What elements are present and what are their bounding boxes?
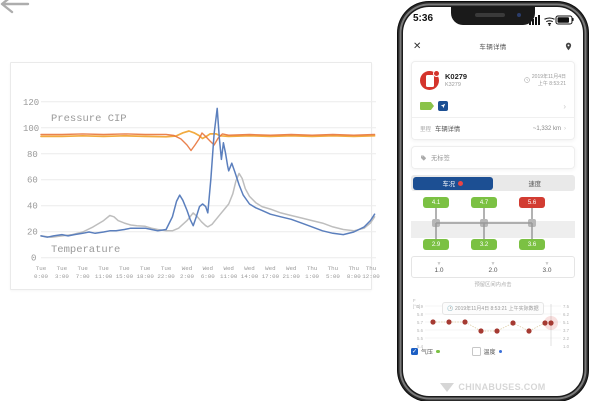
svg-text:Temperature: Temperature: [51, 244, 120, 256]
svg-text:7:00: 7:00: [76, 273, 90, 280]
svg-text:5.8: 5.8: [417, 312, 424, 317]
svg-text:2.2: 2.2: [563, 336, 570, 341]
svg-text:Thu: Thu: [328, 265, 338, 272]
svg-text:Wed: Wed: [203, 265, 213, 272]
svg-text:3:00: 3:00: [55, 273, 69, 280]
svg-text:11:00: 11:00: [220, 273, 238, 280]
svg-text:15:00: 15:00: [116, 273, 134, 280]
svg-text:12:00: 12:00: [362, 273, 380, 280]
svg-text:7.5: 7.5: [563, 304, 570, 309]
svg-text:80: 80: [27, 150, 38, 160]
svg-text:120: 120: [23, 98, 39, 108]
svg-text:Pressure CIP: Pressure CIP: [51, 113, 127, 125]
svg-text:8:00: 8:00: [347, 273, 361, 280]
svg-text:Tue: Tue: [77, 265, 88, 272]
svg-text:21:00: 21:00: [282, 273, 300, 280]
svg-text:Tue: Tue: [119, 265, 130, 272]
svg-text:60: 60: [27, 176, 38, 186]
svg-text:5.5: 5.5: [417, 336, 424, 341]
svg-text:17:00: 17:00: [262, 273, 280, 280]
svg-text:Thu: Thu: [349, 265, 359, 272]
svg-text:18:00: 18:00: [136, 273, 154, 280]
svg-text:5.6: 5.6: [417, 328, 424, 333]
svg-text:Tue: Tue: [57, 265, 68, 272]
svg-text:Wed: Wed: [286, 265, 296, 272]
svg-text:Tue: Tue: [140, 265, 151, 272]
svg-text:Wed: Wed: [223, 265, 233, 272]
svg-text:11:00: 11:00: [95, 273, 113, 280]
svg-text:1.0: 1.0: [563, 344, 570, 349]
svg-text:2:00: 2:00: [180, 273, 194, 280]
svg-text:Tue: Tue: [98, 265, 109, 272]
svg-text:1:00: 1:00: [305, 273, 319, 280]
svg-text:3.7: 3.7: [563, 328, 570, 333]
svg-text:5.4: 5.4: [417, 344, 424, 349]
svg-text:Wed: Wed: [244, 265, 254, 272]
svg-text:20: 20: [27, 228, 38, 238]
svg-text:14:00: 14:00: [241, 273, 259, 280]
svg-text:6:00: 6:00: [201, 273, 215, 280]
svg-text:5.9: 5.9: [417, 304, 424, 309]
svg-text:40: 40: [27, 202, 38, 212]
svg-text:Tue: Tue: [36, 265, 47, 272]
svg-text:100: 100: [23, 124, 39, 134]
svg-text:22:00: 22:00: [157, 273, 175, 280]
svg-text:6.2: 6.2: [563, 312, 570, 317]
svg-text:5.1: 5.1: [563, 320, 570, 325]
svg-text:Thu: Thu: [366, 265, 376, 272]
svg-text:Thu: Thu: [307, 265, 317, 272]
svg-text:Wed: Wed: [182, 265, 192, 272]
svg-text:0:00: 0:00: [34, 273, 48, 280]
svg-text:Tue: Tue: [161, 265, 172, 272]
svg-text:Wed: Wed: [265, 265, 275, 272]
svg-text:5:00: 5:00: [326, 273, 340, 280]
svg-text:F: F: [413, 298, 416, 303]
svg-text:5.7: 5.7: [417, 320, 424, 325]
svg-text:0: 0: [31, 254, 36, 264]
